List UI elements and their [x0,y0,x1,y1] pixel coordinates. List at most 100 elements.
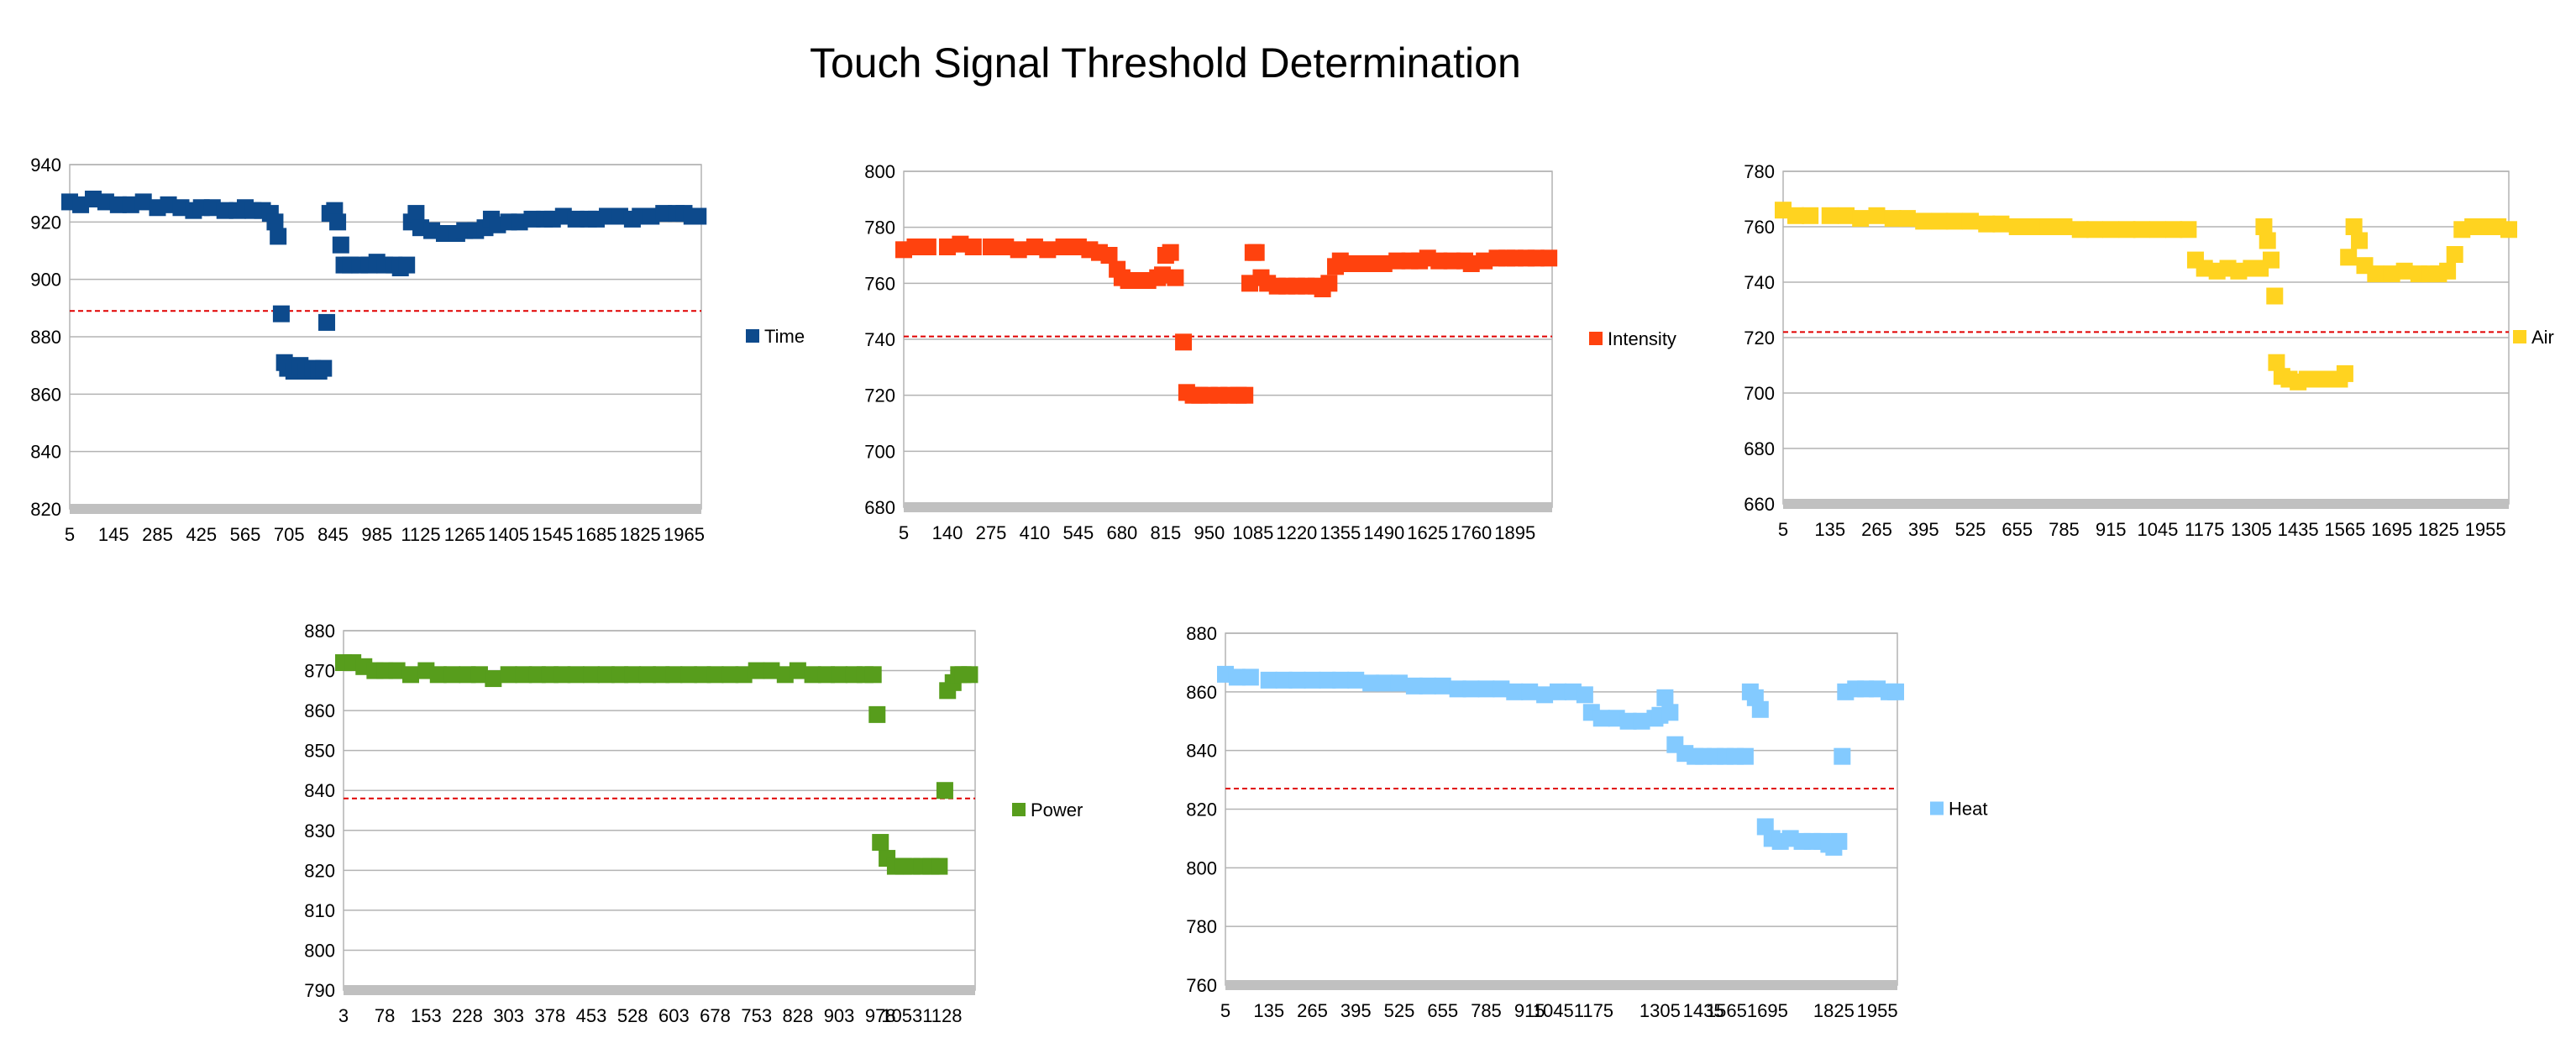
data-point [2008,218,2026,235]
data-point [1362,255,1380,272]
legend-label: Intensity [1608,328,1676,349]
x-tick-label: 1305 [2231,519,2272,540]
data-point [2340,249,2358,266]
x-tick-label: 1955 [1857,1000,1898,1021]
x-axis-band [70,504,701,514]
x-tick-label: 10531128 [881,1005,962,1026]
data-point [1462,680,1480,698]
y-tick-label: 810 [304,900,335,921]
data-point [401,666,419,684]
x-tick-label: 1265 [444,524,485,545]
y-tick-label: 880 [1186,623,1217,644]
data-point [1247,244,1265,261]
x-tick-label: 785 [2049,519,2080,540]
data-point [1550,683,1567,700]
data-point [553,666,571,684]
x-tick-label: 1405 [488,524,529,545]
y-tick-label: 840 [30,442,61,463]
x-tick-label: 950 [1194,522,1225,543]
y-tick-label: 820 [304,860,335,881]
x-tick-label: 678 [700,1005,731,1026]
data-point [776,666,794,684]
x-tick-label: 603 [658,1005,690,1026]
x-tick-label: 5 [1220,1000,1230,1021]
y-tick-label: 800 [1186,857,1217,878]
y-tick-label: 840 [304,780,335,801]
data-point [1821,207,1839,224]
data-point [1154,266,1172,284]
plot-area [343,630,976,991]
data-point [1852,210,1870,228]
data-point [1751,700,1769,718]
x-tick-label: 1685 [576,524,617,545]
data-point [398,256,416,274]
x-tick-label: 5 [1778,519,1788,540]
data-point [638,666,656,684]
x-tick-label: 453 [576,1005,607,1026]
data-point [982,239,999,255]
data-point [763,662,780,679]
data-point [2345,218,2363,235]
data-point [1319,671,1336,689]
x-tick-label: 985 [361,524,392,545]
legend-label: Air [2531,327,2554,348]
x-tick-label: 525 [1384,1000,1415,1021]
data-point [2439,262,2457,280]
data-point [804,666,821,684]
data-point [1619,712,1637,730]
data-point [653,666,670,684]
data-point [500,666,517,684]
y-tick-label: 880 [30,327,61,348]
data-point [680,666,698,684]
data-point [2351,232,2369,249]
data-point [429,666,447,684]
data-point [1175,333,1193,351]
x-tick-label: 1545 [532,524,573,545]
data-point [2025,218,2043,235]
x-tick-label: 680 [1107,522,1138,543]
x-tick-label: 1825 [620,524,661,545]
y-tick-label: 870 [304,661,335,682]
data-point [1887,683,1905,700]
legend-label: Heat [1949,799,1987,820]
x-tick-label: 228 [452,1005,483,1026]
data-point [1915,212,1933,230]
legend-swatch [746,329,759,343]
x-tick-label: 1695 [2371,519,2412,540]
x-tick-label: 915 [1514,1000,1545,1021]
data-point [2259,232,2276,249]
data-point [315,359,333,377]
x-tick-label: 153 [411,1005,442,1026]
data-point [1320,275,1338,292]
data-point [2039,218,2057,235]
y-tick-label: 940 [30,155,61,176]
x-tick-label: 140 [932,522,963,543]
data-point [1830,832,1848,850]
data-point [611,666,629,684]
data-point [624,666,642,684]
y-tick-label: 820 [30,499,61,520]
data-point [864,666,882,684]
data-point [831,666,848,684]
data-point [1868,207,1886,224]
data-point [567,666,585,684]
x-tick-label: 528 [617,1005,648,1026]
data-point [1656,689,1674,706]
y-tick-label: 780 [864,218,895,239]
data-point [1390,674,1408,692]
y-tick-label: 680 [1744,438,1775,459]
data-point [1493,680,1510,698]
data-point [1834,747,1851,765]
x-tick-label: 655 [2002,519,2033,540]
y-tick-label: 900 [30,270,61,291]
data-point [1405,677,1423,695]
x-tick-label: 1490 [1363,522,1404,543]
data-point [407,205,425,223]
x-tick-label: 1305 [1640,1000,1681,1021]
data-point [2263,251,2280,269]
x-tick-label: 1355 [1319,522,1361,543]
y-tick-label: 720 [1744,328,1775,349]
x-tick-label: 378 [534,1005,565,1026]
x-tick-label: 845 [317,524,349,545]
data-point [706,666,724,684]
